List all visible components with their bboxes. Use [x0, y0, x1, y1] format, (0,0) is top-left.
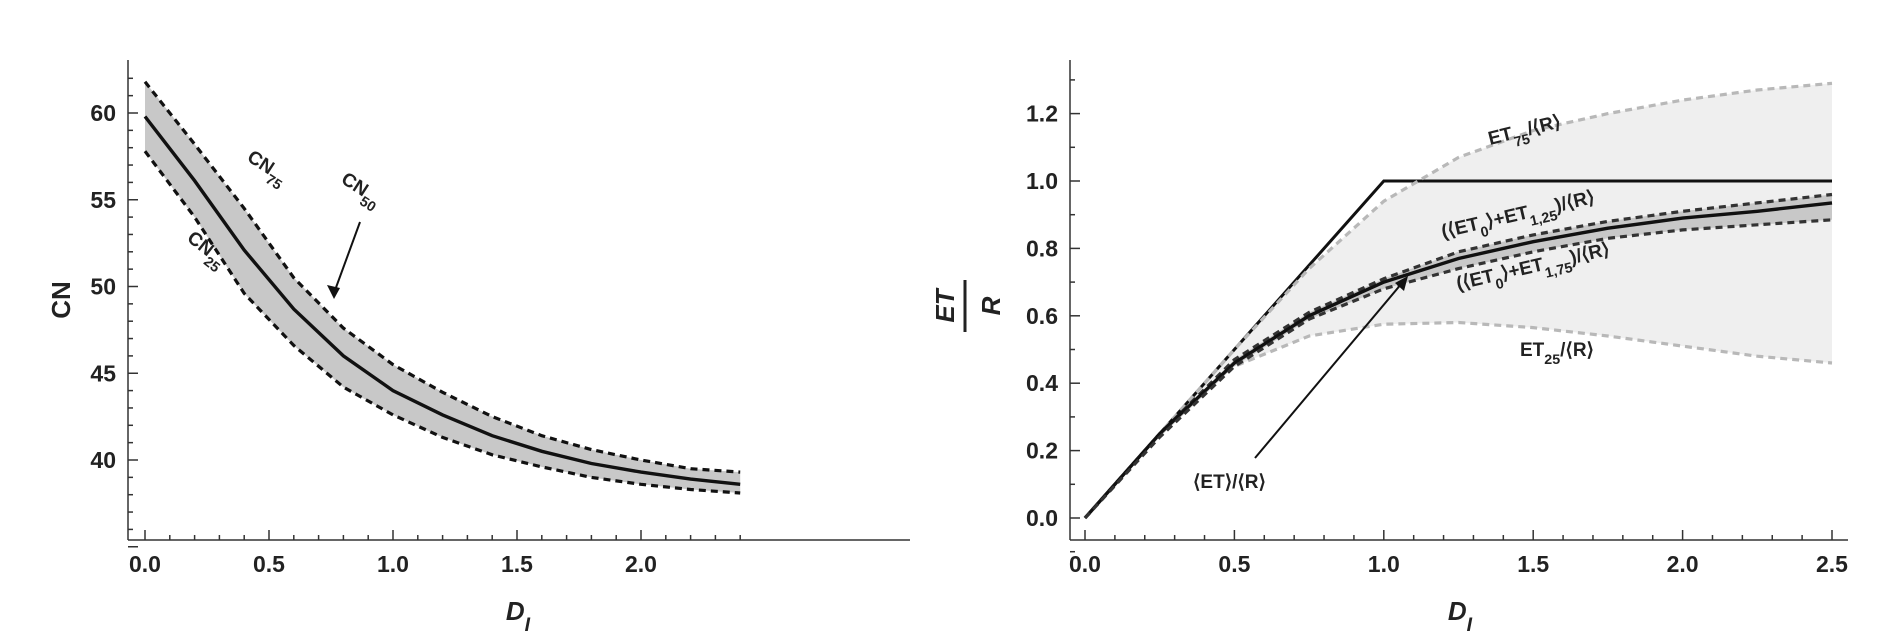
annotation-part: /⟨R⟩	[1560, 340, 1594, 361]
et-chart: 0.0 0.2 0.4 0.6 0.8 1.0 1.2 0.0 0.5 1.0 1.5 2.0 2.5 D…	[930, 60, 1848, 636]
annotation-part: 1,75	[1544, 260, 1575, 282]
annotation-part: ⟩+	[1484, 208, 1507, 233]
series-line-4	[1083, 201, 1833, 520]
series-line-0	[1083, 179, 1832, 519]
annotation-part: (⟨	[1454, 271, 1472, 295]
x-tick-label: 1.5	[501, 551, 533, 577]
x-axis-label-main: D	[1448, 596, 1467, 626]
annotation-part: ⟩/⟨R⟩	[1225, 472, 1266, 493]
y-axis-label: CN	[46, 281, 76, 319]
annotation-et25: ET25/⟨R⟩	[1520, 340, 1594, 368]
x-tick-label: 2.0	[1667, 551, 1699, 577]
x-tick-label: 0.0	[129, 551, 161, 577]
annotation-part: 0	[1494, 276, 1505, 293]
x-axis-label-main: D	[506, 596, 525, 626]
annotation-part: ⟨	[1193, 472, 1200, 493]
y-tick-label: 0.4	[1026, 370, 1058, 396]
x-tick-label: 1.0	[377, 551, 409, 577]
annotation-arrow	[333, 221, 361, 294]
y-tick-label: 55	[90, 187, 116, 213]
x-axis-label: DI	[506, 596, 531, 636]
annotation-arrowhead	[327, 285, 340, 299]
annotation-sub: 75	[262, 172, 284, 194]
series-line-2	[1083, 320, 1833, 520]
x-axis-label-sub: I	[525, 614, 531, 636]
y-tick-label: 0.0	[1026, 505, 1058, 531]
y-tick-label: 1.0	[1026, 168, 1058, 194]
y-tick-label: 0.8	[1026, 235, 1058, 261]
annotation-part: 25	[1544, 352, 1560, 368]
et-outer-band	[1085, 83, 1832, 519]
annotation-arrowhead	[1395, 276, 1408, 291]
annotation-cn75: CN75	[239, 147, 291, 194]
y-tick-label: 45	[90, 360, 116, 386]
series-line-1	[1083, 81, 1833, 520]
x-tick-label: 2.5	[1816, 551, 1848, 577]
annotation-part: ET	[1520, 340, 1545, 361]
series-line-cn25	[143, 150, 741, 495]
y-tick-label: 0.6	[1026, 303, 1058, 329]
annotation-mean-et: ⟨ET⟩/⟨R⟩	[1193, 472, 1266, 493]
x-tick-label: 2.0	[625, 551, 657, 577]
y-tick-label: 60	[90, 100, 116, 126]
annotation-part: 1,25	[1529, 208, 1560, 230]
x-tick-label: 0.5	[1218, 551, 1250, 577]
annotation-arrow	[1254, 282, 1403, 459]
x-axis-label: DI	[1448, 596, 1473, 636]
annotation-cn50: CN50	[333, 169, 385, 216]
y-tick-label: 0.2	[1026, 438, 1058, 464]
annotation-sub: 50	[356, 194, 378, 216]
x-tick-label: 1.0	[1368, 551, 1400, 577]
annotation-part: ⟩+	[1499, 260, 1522, 285]
y-axis-label-numerator: ET	[930, 287, 960, 322]
y-tick-label: 40	[90, 447, 116, 473]
annotation-part: ET	[1200, 472, 1225, 493]
series-line-cn75	[143, 80, 741, 474]
annotation-part: 75	[1513, 131, 1532, 150]
x-tick-label: 0.5	[253, 551, 285, 577]
x-tick-label: 1.5	[1517, 551, 1549, 577]
x-axis-label-sub: I	[1467, 614, 1473, 636]
x-tick-label: 0.0	[1069, 551, 1101, 577]
cn-band	[145, 81, 741, 494]
annotation-part: (⟨	[1439, 219, 1457, 243]
y-axis-label-denominator: R	[976, 296, 1006, 315]
annotation-et0-et175: (⟨ET0⟩+ET1,75)/⟨R⟩	[1454, 239, 1613, 302]
y-tick-label: 1.2	[1026, 101, 1058, 127]
annotation-part: 0	[1479, 224, 1490, 241]
series-line-cn50	[143, 115, 741, 486]
annotation-sub: 25	[200, 254, 222, 276]
y-tick-label: 50	[90, 274, 116, 300]
series-line-5	[1083, 218, 1833, 520]
